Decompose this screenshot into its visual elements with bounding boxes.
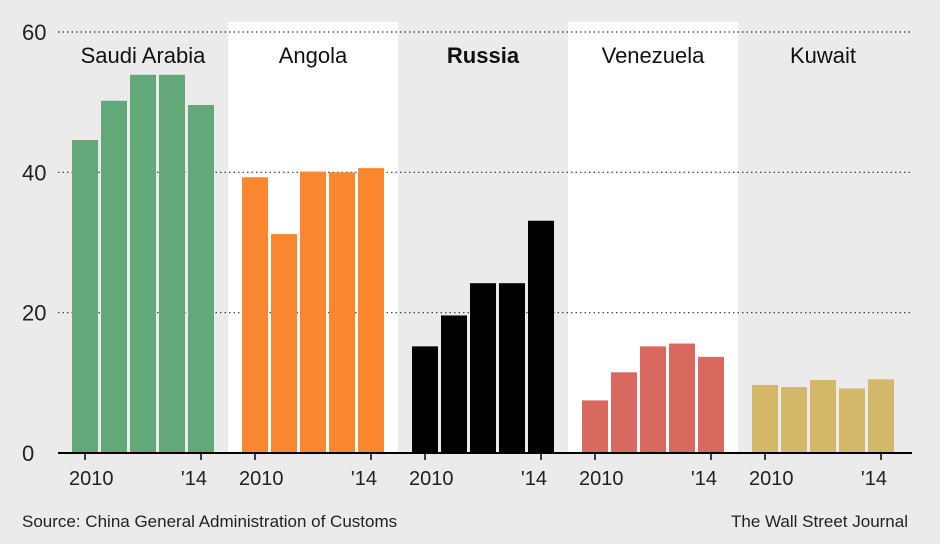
bar — [499, 283, 525, 453]
bar — [810, 380, 836, 453]
bar — [582, 400, 608, 453]
x-tick-label: '14 — [861, 468, 887, 490]
bar — [781, 387, 807, 453]
x-tick-label: '14 — [521, 468, 547, 490]
bar — [698, 356, 724, 453]
y-tick-label: 0 — [22, 441, 34, 466]
panel-title: Russia — [447, 43, 520, 68]
panel-title: Saudi Arabia — [81, 43, 207, 68]
panel-title: Angola — [279, 43, 348, 68]
bar — [839, 388, 865, 453]
bar — [611, 372, 637, 453]
bar — [470, 283, 496, 453]
bar — [441, 315, 467, 453]
bar — [300, 171, 326, 454]
x-tick-label: '14 — [351, 468, 377, 490]
bar — [159, 74, 185, 453]
bar — [242, 177, 268, 453]
y-tick-label: 20 — [22, 301, 46, 326]
bar — [188, 104, 214, 454]
x-tick-label: 2010 — [409, 468, 454, 490]
panel-title: Venezuela — [602, 43, 706, 68]
panel-title: Kuwait — [790, 43, 856, 68]
y-tick-label: 60 — [22, 20, 46, 45]
x-tick-label: 2010 — [69, 468, 114, 490]
bar — [130, 74, 156, 453]
bar — [358, 168, 384, 453]
bar — [101, 100, 127, 453]
x-tick-label: 2010 — [579, 468, 624, 490]
bar — [329, 172, 355, 454]
bar — [868, 379, 894, 453]
y-tick-label: 40 — [22, 160, 46, 185]
bar — [528, 220, 554, 453]
x-tick-label: '14 — [691, 468, 717, 490]
source-note: Source: China General Administration of … — [22, 512, 398, 531]
x-tick-label: '14 — [181, 468, 207, 490]
bar — [752, 384, 778, 453]
bar — [640, 346, 666, 453]
x-tick-label: 2010 — [239, 468, 284, 490]
bar — [669, 343, 695, 453]
bar — [271, 234, 297, 453]
bar — [72, 140, 98, 453]
credit: The Wall Street Journal — [731, 512, 908, 531]
bar — [412, 346, 438, 453]
x-tick-label: 2010 — [749, 468, 794, 490]
